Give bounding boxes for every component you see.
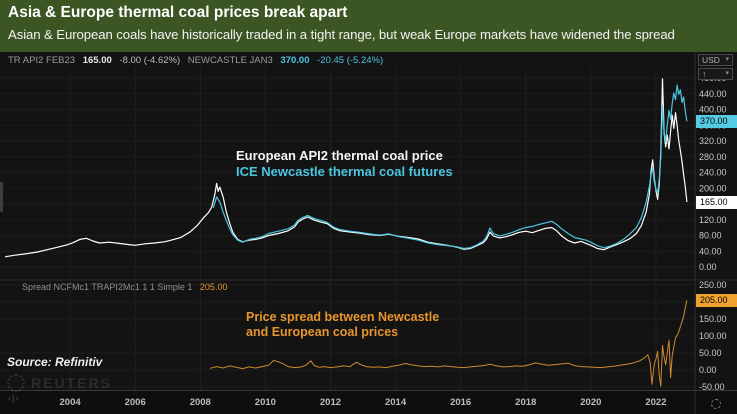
y-axis-label: 200.00: [699, 183, 727, 193]
x-axis-label: 2004: [60, 397, 82, 408]
x-axis-label: 2020: [580, 397, 601, 408]
last-price-badge-spread: 205.00: [696, 294, 737, 307]
ticker2-label: NEWCASTLE JAN3: [187, 55, 273, 66]
y-axis-label: 400.00: [699, 105, 727, 115]
x-axis-label: 2018: [515, 397, 536, 408]
chevron-down-icon: ▾: [725, 70, 729, 77]
ticker-legend[interactable]: TR API2 FEB23 165.00 -8.00 (-4.62%) NEWC…: [8, 55, 388, 66]
y-axis-label: 0.00: [699, 365, 717, 375]
scale-dropdown-label: ↑: [702, 69, 707, 79]
reuters-watermark: REUTERS: [7, 374, 112, 392]
x-axis-label: 2006: [125, 397, 146, 408]
x-axis-label: 2016: [450, 397, 471, 408]
y-axis-label: 50.00: [699, 348, 722, 358]
pan-handle-icon[interactable]: ‹|›: [8, 393, 20, 403]
x-axis-label: 2012: [320, 397, 341, 408]
spread-legend-value: 205.00: [199, 282, 228, 292]
y-axis-label: 0.00: [699, 262, 717, 272]
ticker2-value: 370.00: [280, 55, 310, 66]
annotation-api2: European API2 thermal coal price: [236, 148, 443, 163]
x-axis-label: 2022: [645, 397, 666, 408]
y-axis-label: 40.00: [699, 246, 722, 256]
page-title: Asia & Europe thermal coal prices break …: [8, 4, 348, 21]
y-axis-label: 250.00: [699, 280, 727, 290]
y-axis-label: 320.00: [699, 136, 727, 146]
y-axis-label: 80.00: [699, 231, 722, 241]
y-axis-label: -50.00: [699, 382, 725, 392]
spread-line: [209, 300, 688, 387]
chart-area: 480.00440.00400.00360.00320.00280.00240.…: [0, 52, 737, 414]
reuters-watermark-text: REUTERS: [31, 375, 112, 391]
newcastle-line: [212, 84, 688, 250]
ticker1-value: 165.00: [82, 55, 112, 66]
spread-legend[interactable]: Spread NCFMc1 TRAPI2Mc1 1 1 Simple 1 205…: [22, 282, 227, 292]
y-axis-label: 440.00: [699, 89, 727, 99]
currency-dropdown[interactable]: USD ▾: [698, 54, 733, 66]
y-axis-label: 150.00: [699, 314, 727, 324]
source-label: Source: Refinitiv: [7, 355, 103, 369]
scale-dropdown[interactable]: ↑ ▾: [698, 68, 733, 80]
y-axis-label: 240.00: [699, 168, 727, 178]
page-subtitle: Asian & European coals have historically…: [8, 27, 675, 42]
annotation-spread-line2: and European coal prices: [246, 325, 399, 339]
chart-header: Asia & Europe thermal coal prices break …: [0, 0, 737, 52]
annotation-newcastle: ICE Newcastle thermal coal futures: [236, 164, 453, 179]
y-axis-label: 280.00: [699, 152, 727, 162]
y-axis-label: 120.00: [699, 215, 727, 225]
left-scroll-handle[interactable]: [0, 182, 3, 212]
ticker2-change: -20.45 (-5.24%): [317, 55, 384, 66]
last-price-badge-newcastle: 370.00: [696, 115, 737, 128]
annotation-spread: Price spread between Newcastle and Europ…: [246, 310, 439, 340]
annotation-spread-line1: Price spread between Newcastle: [246, 310, 440, 324]
x-axis-label: 2010: [255, 397, 276, 408]
crosshair-icon[interactable]: [711, 399, 721, 409]
y-axis-label: 100.00: [699, 331, 727, 341]
ticker1-change: -8.00 (-4.62%): [119, 55, 181, 66]
currency-dropdown-label: USD: [702, 55, 720, 65]
spread-legend-text: Spread NCFMc1 TRAPI2Mc1 1 1 Simple 1: [22, 282, 193, 292]
x-axis-label: 2014: [385, 397, 407, 408]
chevron-down-icon: ▾: [725, 56, 729, 63]
price-chart-canvas[interactable]: 480.00440.00400.00360.00320.00280.00240.…: [0, 52, 737, 414]
date-axis-strip: [0, 390, 737, 414]
last-price-badge-api2: 165.00: [696, 196, 737, 209]
ticker1-label: TR API2 FEB23: [8, 55, 76, 66]
reuters-orb-icon: [7, 374, 25, 392]
x-axis-label: 2008: [190, 397, 211, 408]
